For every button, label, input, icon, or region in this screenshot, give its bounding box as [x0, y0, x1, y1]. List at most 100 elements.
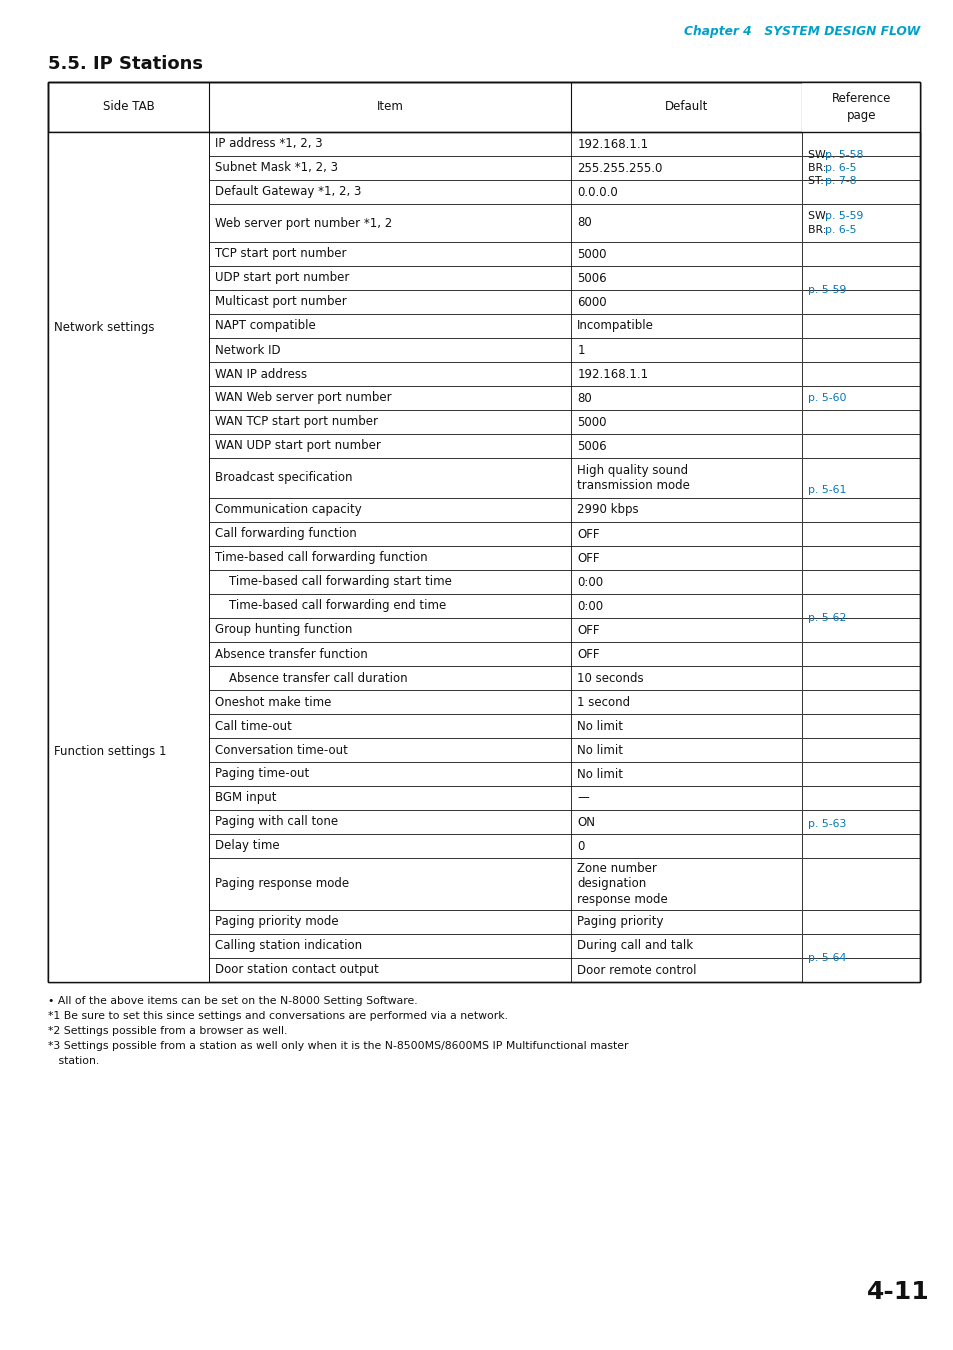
Text: —: —	[577, 791, 588, 805]
Text: 80: 80	[577, 216, 591, 230]
Text: Paging response mode: Paging response mode	[215, 878, 349, 891]
Text: No limit: No limit	[577, 768, 622, 780]
Text: • All of the above items can be set on the N-8000 Setting Software.: • All of the above items can be set on t…	[48, 996, 417, 1006]
Text: 255.255.255.0: 255.255.255.0	[577, 162, 662, 174]
Text: 0: 0	[577, 840, 584, 852]
Text: BR:: BR:	[807, 163, 829, 173]
Text: IP address *1, 2, 3: IP address *1, 2, 3	[215, 138, 323, 150]
Text: *3 Settings possible from a station as well only when it is the N-8500MS/8600MS : *3 Settings possible from a station as w…	[48, 1041, 628, 1052]
Text: Network settings: Network settings	[54, 320, 154, 333]
Text: p. 5-64: p. 5-64	[807, 953, 845, 963]
Bar	[48, 132, 209, 522]
Text: OFF: OFF	[577, 552, 599, 564]
Text: 5006: 5006	[577, 271, 606, 285]
Text: Time-based call forwarding function: Time-based call forwarding function	[215, 552, 428, 564]
Text: 192.168.1.1: 192.168.1.1	[577, 367, 648, 381]
Text: Subnet Mask *1, 2, 3: Subnet Mask *1, 2, 3	[215, 162, 338, 174]
Text: 6000: 6000	[577, 296, 606, 309]
Text: Multicast port number: Multicast port number	[215, 296, 347, 309]
Text: 10 seconds: 10 seconds	[577, 671, 643, 684]
Text: Call time-out: Call time-out	[215, 720, 292, 733]
Text: 1: 1	[577, 343, 584, 356]
Text: 0.0.0.0: 0.0.0.0	[577, 185, 618, 198]
Text: Function settings 1: Function settings 1	[54, 745, 167, 759]
Text: *2 Settings possible from a browser as well.: *2 Settings possible from a browser as w…	[48, 1026, 287, 1035]
Text: Paging time-out: Paging time-out	[215, 768, 309, 780]
Text: SW:: SW:	[807, 211, 832, 221]
Text: p. 5-62: p. 5-62	[807, 613, 845, 622]
Text: Default Gateway *1, 2, 3: Default Gateway *1, 2, 3	[215, 185, 361, 198]
Text: Call forwarding function: Call forwarding function	[215, 528, 356, 540]
Text: Communication capacity: Communication capacity	[215, 504, 362, 517]
Text: WAN TCP start port number: WAN TCP start port number	[215, 416, 378, 428]
Text: Absence transfer call duration: Absence transfer call duration	[229, 671, 408, 684]
Text: Paging priority: Paging priority	[577, 915, 663, 929]
Text: 0:00: 0:00	[577, 599, 602, 613]
Text: WAN UDP start port number: WAN UDP start port number	[215, 440, 381, 452]
Text: Time-based call forwarding end time: Time-based call forwarding end time	[229, 599, 446, 613]
Text: Default: Default	[664, 100, 708, 113]
Text: OFF: OFF	[577, 624, 599, 636]
Bar	[48, 82, 919, 981]
Text: Side TAB: Side TAB	[103, 100, 154, 113]
Text: WAN Web server port number: WAN Web server port number	[215, 392, 392, 405]
Text: Paging with call tone: Paging with call tone	[215, 815, 338, 829]
Text: 2990 kbps: 2990 kbps	[577, 504, 639, 517]
Text: 5000: 5000	[577, 416, 606, 428]
Text: p. 6-5: p. 6-5	[824, 163, 856, 173]
Text: SW:: SW:	[807, 150, 832, 159]
Text: p. 5-58: p. 5-58	[824, 150, 862, 159]
Text: No limit: No limit	[577, 720, 622, 733]
Text: Broadcast specification: Broadcast specification	[215, 471, 353, 485]
Text: 0:00: 0:00	[577, 575, 602, 589]
Text: p. 5-59: p. 5-59	[807, 285, 845, 296]
Text: Reference
page: Reference page	[831, 92, 890, 122]
Text: Web server port number *1, 2: Web server port number *1, 2	[215, 216, 392, 230]
Text: p. 5-59: p. 5-59	[824, 211, 862, 221]
Text: BR:: BR:	[807, 224, 829, 235]
Text: During call and talk: During call and talk	[577, 940, 693, 953]
Text: p. 7-8: p. 7-8	[824, 177, 856, 186]
Text: Incompatible: Incompatible	[577, 320, 654, 332]
Text: Item: Item	[376, 100, 403, 113]
Text: Door remote control: Door remote control	[577, 964, 696, 976]
Text: Calling station indication: Calling station indication	[215, 940, 362, 953]
Bar	[801, 82, 919, 981]
Text: p. 5-63: p. 5-63	[807, 819, 845, 829]
Text: Time-based call forwarding start time: Time-based call forwarding start time	[229, 575, 452, 589]
Text: station.: station.	[48, 1056, 99, 1066]
Text: p. 6-5: p. 6-5	[824, 224, 856, 235]
Text: Conversation time-out: Conversation time-out	[215, 744, 348, 756]
Text: 4-11: 4-11	[866, 1280, 929, 1304]
Text: High quality sound
transmission mode: High quality sound transmission mode	[577, 464, 689, 493]
Text: 192.168.1.1: 192.168.1.1	[577, 138, 648, 150]
Text: Network ID: Network ID	[215, 343, 280, 356]
Text: 5006: 5006	[577, 440, 606, 452]
Text: TCP start port number: TCP start port number	[215, 247, 347, 261]
Text: Group hunting function: Group hunting function	[215, 624, 353, 636]
Text: Paging priority mode: Paging priority mode	[215, 915, 338, 929]
Text: Zone number
designation
response mode: Zone number designation response mode	[577, 863, 667, 906]
Text: 5.5. IP Stations: 5.5. IP Stations	[48, 55, 203, 73]
Text: 5000: 5000	[577, 247, 606, 261]
Text: WAN IP address: WAN IP address	[215, 367, 307, 381]
Text: 80: 80	[577, 392, 591, 405]
Text: *1 Be sure to set this since settings and conversations are performed via a netw: *1 Be sure to set this since settings an…	[48, 1011, 507, 1021]
Text: BGM input: BGM input	[215, 791, 276, 805]
Text: NAPT compatible: NAPT compatible	[215, 320, 315, 332]
Text: No limit: No limit	[577, 744, 622, 756]
Text: Absence transfer function: Absence transfer function	[215, 648, 368, 660]
Text: Oneshot make time: Oneshot make time	[215, 695, 332, 709]
Text: Chapter 4   SYSTEM DESIGN FLOW: Chapter 4 SYSTEM DESIGN FLOW	[683, 26, 919, 38]
Text: Delay time: Delay time	[215, 840, 279, 852]
Text: ON: ON	[577, 815, 595, 829]
Bar	[48, 522, 209, 981]
Text: 1 second: 1 second	[577, 695, 630, 709]
Text: p. 5-61: p. 5-61	[807, 485, 845, 495]
Text: OFF: OFF	[577, 528, 599, 540]
Text: OFF: OFF	[577, 648, 599, 660]
Text: UDP start port number: UDP start port number	[215, 271, 350, 285]
Text: ST:: ST:	[807, 177, 827, 186]
Text: p. 5-60: p. 5-60	[807, 393, 846, 404]
Text: Door station contact output: Door station contact output	[215, 964, 378, 976]
